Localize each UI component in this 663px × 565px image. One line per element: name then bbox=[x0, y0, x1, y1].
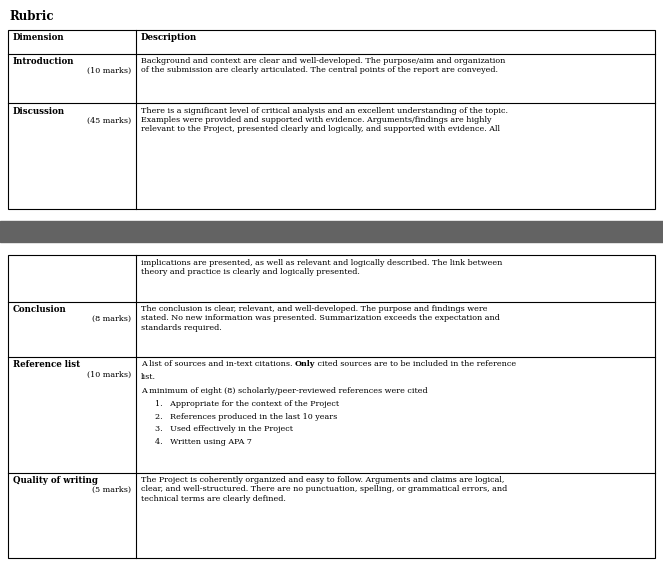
Text: Discussion: Discussion bbox=[13, 107, 65, 116]
Text: (10 marks): (10 marks) bbox=[87, 371, 131, 379]
Text: Background and context are clear and well-developed. The purpose/aim and organiz: Background and context are clear and wel… bbox=[141, 57, 505, 74]
Text: A minimum of eight (8) scholarly/peer-reviewed references were cited: A minimum of eight (8) scholarly/peer-re… bbox=[141, 386, 427, 394]
Text: (8 marks): (8 marks) bbox=[92, 315, 131, 323]
Text: Description: Description bbox=[141, 33, 197, 42]
Text: (5 marks): (5 marks) bbox=[92, 486, 131, 494]
Text: Only: Only bbox=[294, 360, 315, 368]
Text: 1.   Appropriate for the context of the Project: 1. Appropriate for the context of the Pr… bbox=[155, 400, 339, 408]
Text: A list of sources and in-text citations.: A list of sources and in-text citations. bbox=[141, 360, 294, 368]
Bar bbox=[0, 221, 663, 242]
Text: implications are presented, as well as relevant and logically described. The lin: implications are presented, as well as r… bbox=[141, 259, 502, 276]
Bar bbox=[8, 30, 655, 209]
Text: 3.   Used effectively in the Project: 3. Used effectively in the Project bbox=[155, 425, 293, 433]
Text: Reference list: Reference list bbox=[13, 360, 80, 370]
Text: Dimension: Dimension bbox=[13, 33, 64, 42]
Text: Quality of writing: Quality of writing bbox=[13, 476, 97, 485]
Text: cited sources are to be included in the reference: cited sources are to be included in the … bbox=[315, 360, 516, 368]
Bar bbox=[8, 255, 655, 558]
Text: (10 marks): (10 marks) bbox=[87, 67, 131, 75]
Text: There is a significant level of critical analysis and an excellent understanding: There is a significant level of critical… bbox=[141, 107, 508, 133]
Text: list.: list. bbox=[141, 373, 156, 381]
Text: Rubric: Rubric bbox=[10, 10, 54, 23]
Text: 2.   References produced in the last 10 years: 2. References produced in the last 10 ye… bbox=[155, 412, 337, 421]
Text: 4.   Written using APA 7: 4. Written using APA 7 bbox=[155, 437, 252, 446]
Text: The Project is coherently organized and easy to follow. Arguments and claims are: The Project is coherently organized and … bbox=[141, 476, 507, 503]
Text: (45 marks): (45 marks) bbox=[87, 117, 131, 125]
Text: The conclusion is clear, relevant, and well-developed. The purpose and findings : The conclusion is clear, relevant, and w… bbox=[141, 305, 499, 332]
Text: Conclusion: Conclusion bbox=[13, 305, 66, 314]
Text: Introduction: Introduction bbox=[13, 57, 74, 66]
